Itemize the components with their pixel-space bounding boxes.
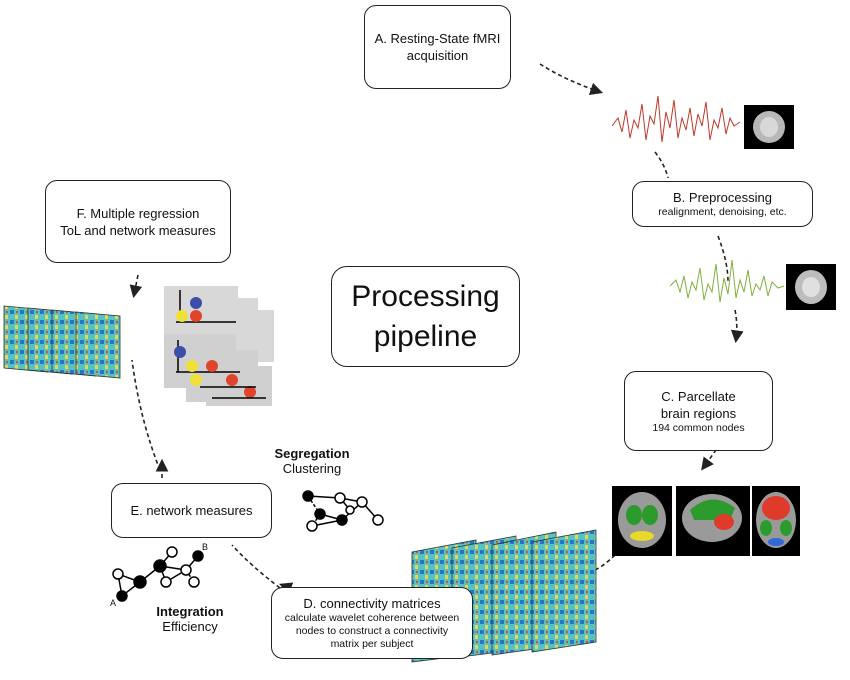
step-a-title2: acquisition	[406, 48, 469, 63]
step-d-title: D. connectivity matrices	[303, 596, 441, 611]
step-d-sub2: nodes to construct a connectivity	[295, 625, 449, 637]
step-c-box: C. Parcellate brain regions 194 common n…	[624, 371, 773, 451]
segregation-sub: Clustering	[282, 461, 342, 476]
arrow-brains-to-matrices	[594, 554, 616, 571]
arrow-e-to-f	[131, 359, 161, 471]
center-line1: Processing	[351, 279, 500, 313]
step-c-sub: 194 common nodes	[652, 421, 745, 434]
step-c-title: C. Parcellate	[661, 388, 736, 404]
step-d-sub1: calculate wavelet coherence between	[284, 612, 460, 624]
arrow-f-head	[129, 274, 143, 299]
segregation-heading: Segregation	[274, 446, 350, 461]
step-a-box: A. Resting-State fMRI acquisition	[364, 5, 511, 89]
integration-heading: Integration	[156, 604, 224, 619]
step-c-title2: brain regions	[660, 405, 737, 421]
step-a-title: A. Resting-State fMRI	[374, 31, 501, 46]
matrix-stack-left	[3, 305, 121, 379]
step-d-box: D. connectivity matrices calculate wavel…	[271, 587, 473, 659]
node-b-label: B	[202, 542, 209, 552]
raw-signal	[611, 95, 741, 143]
arrow-b-to-b-signal	[654, 151, 669, 179]
segregation-graph	[302, 490, 384, 532]
integration-label: Integration Efficiency	[140, 604, 240, 634]
arrow-c-signal-to-c	[730, 309, 744, 344]
step-e-box: E. network measures	[111, 483, 272, 538]
segregation-label: Segregation Clustering	[262, 446, 362, 476]
step-f-box: F. Multiple regression ToL and network m…	[45, 180, 231, 263]
step-f-title: F. Multiple regression	[76, 205, 200, 221]
processing-pipeline-box: Processing pipeline	[331, 266, 520, 367]
step-f-title2: ToL and network measures	[60, 222, 216, 238]
integration-sub: Efficiency	[162, 619, 218, 634]
tower-of-london-stack	[164, 286, 274, 406]
arrow-a-to-b	[539, 63, 604, 95]
center-line2: pipeline	[373, 319, 478, 353]
arrow-d-to-e	[231, 544, 281, 589]
integration-graph	[112, 546, 204, 602]
step-b-sub: realignment, denoising, etc.	[658, 206, 787, 218]
step-e-title: E. network measures	[130, 503, 253, 518]
arrow-b-to-c	[717, 235, 729, 283]
step-b-title: B. Preprocessing	[673, 190, 772, 205]
node-a-label: A	[110, 598, 117, 608]
step-d-sub3: matrix per subject	[330, 638, 414, 650]
parcellated-brains	[612, 486, 800, 556]
step-b-box: B. Preprocessing realignment, denoising,…	[632, 181, 813, 227]
clean-signal	[669, 259, 785, 303]
